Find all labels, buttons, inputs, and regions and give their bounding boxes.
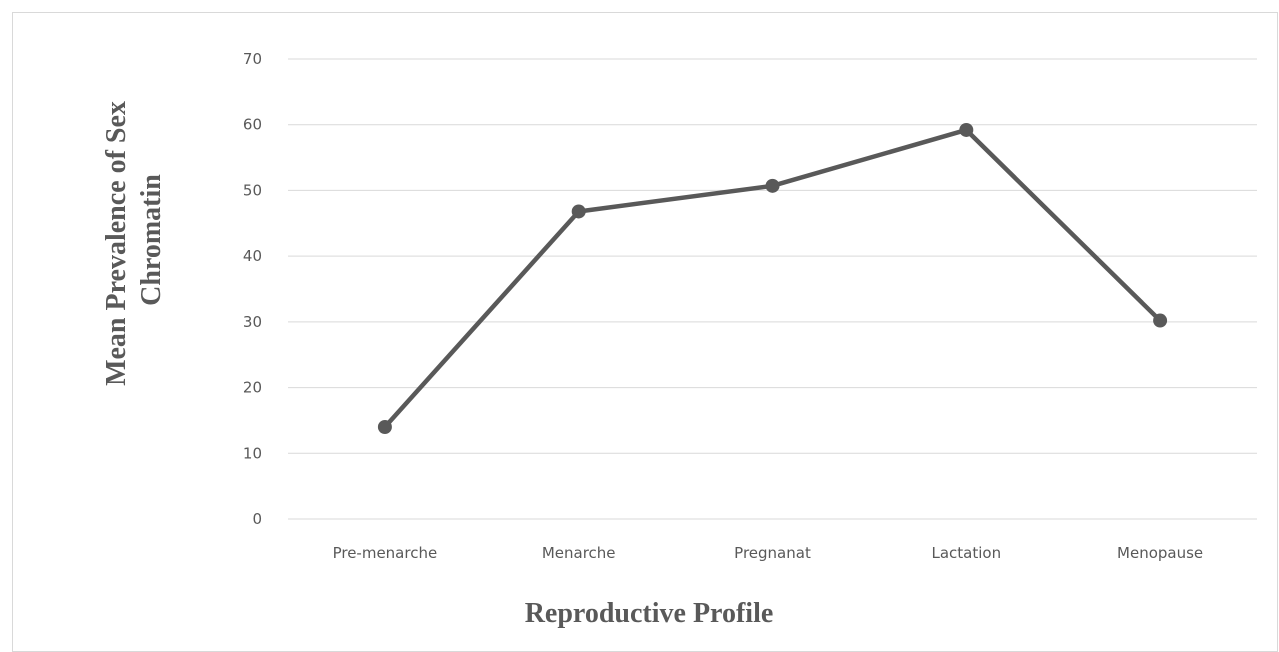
x-tick-label: Pre-menarche [333, 544, 438, 562]
data-point [377, 420, 392, 434]
chart-frame [12, 12, 1278, 652]
y-axis-title: Mean Prevalence of Sex Chromatin [101, 94, 167, 386]
x-tick-label: Lactation [931, 544, 1001, 562]
data-point [1153, 313, 1168, 328]
gridlines [288, 58, 1257, 520]
data-point [765, 178, 780, 193]
x-tick-label: Pregnanat [734, 544, 811, 562]
y-tick-label: 20 [243, 379, 262, 397]
y-tick-label: 30 [243, 313, 262, 331]
x-axis-title: Reproductive Profile [525, 598, 774, 629]
y-axis-ticks: 0 10 20 30 40 50 60 70 [243, 50, 262, 528]
y-tick-label: 70 [243, 50, 262, 68]
series-line [383, 127, 1162, 429]
data-points [377, 122, 1168, 434]
y-tick-label: 0 [252, 510, 262, 528]
data-point [571, 204, 586, 219]
x-tick-label: Menopause [1117, 544, 1203, 562]
data-point [959, 122, 974, 137]
y-axis-title-line-1: Mean Prevalence of Sex [101, 101, 132, 386]
y-tick-label: 40 [243, 247, 262, 265]
y-axis-title-line-2: Chromatin [136, 174, 167, 306]
x-tick-label: Menarche [542, 544, 616, 562]
y-tick-label: 50 [243, 181, 262, 199]
y-tick-label: 10 [243, 444, 262, 462]
x-axis-ticks: Pre-menarche Menarche Pregnanat Lactation Me… [333, 544, 1204, 562]
y-tick-label: 60 [243, 116, 262, 134]
